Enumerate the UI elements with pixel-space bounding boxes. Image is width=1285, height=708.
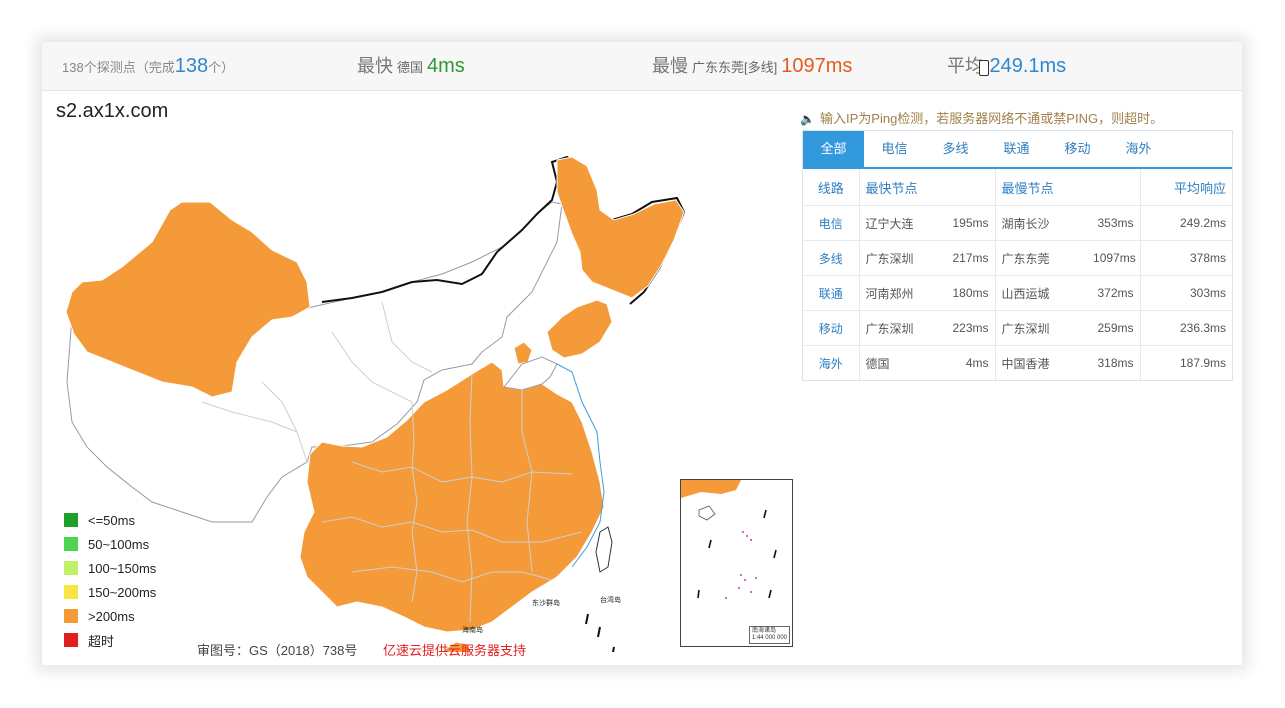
tab-telecom[interactable]: 电信 xyxy=(881,141,908,156)
table-row: 海外 德国 4ms 中国香港 318ms 187.9ms xyxy=(803,345,1233,380)
sponsor-link[interactable]: 亿速云提供云服务器支持 xyxy=(383,643,527,658)
legend-swatch xyxy=(64,537,78,551)
fastest-stat: 最快 德国 4ms xyxy=(357,55,465,77)
row-avg: 249.2ms xyxy=(1140,205,1233,241)
region-liaoning xyxy=(546,299,613,359)
table-header-row: 线路 最快节点 最慢节点 平均响应 xyxy=(803,169,1232,206)
legend-item: >200ms xyxy=(64,604,156,628)
row-fast-ms: 180ms xyxy=(943,275,996,311)
row-line[interactable]: 联通 xyxy=(803,275,860,311)
row-slow-node: 广东深圳 xyxy=(995,310,1088,346)
row-slow-node: 湖南长沙 xyxy=(995,205,1088,241)
row-slow-node: 广东东莞 xyxy=(995,240,1088,276)
south-china-sea-inset: 南海诸岛 1:44 000 000 xyxy=(680,479,793,647)
isp-results-table: 线路 最快节点 最慢节点 平均响应 电信 辽宁大连 195ms 湖南长沙 353… xyxy=(803,169,1233,380)
table-row: 多线 广东深圳 217ms 广东东莞 1097ms 378ms xyxy=(803,240,1233,276)
row-slow-ms: 353ms xyxy=(1087,205,1141,241)
ping-result-card: 138个探测点（完成138个） 最快 德国 4ms 最慢 广东东莞[多线] 1097ms… xyxy=(42,42,1242,665)
table-row: 联通 河南郑州 180ms 山西运城 372ms 303ms xyxy=(803,275,1233,311)
summary-bar: 138个探测点（完成138个） 最快 德国 4ms 最慢 广东东莞[多线] 1097ms… xyxy=(42,42,1242,91)
probe-done-count: 138 xyxy=(174,55,209,77)
tab-overseas[interactable]: 海外 xyxy=(1125,141,1152,156)
average-stat: 平均 249.1ms xyxy=(947,55,1067,77)
speaker-icon: 🔈 xyxy=(800,112,815,126)
isp-results-panel: 全部 电信 多线 联通 移动 海外 线路 最快节点 最慢节点 平均响应 电信 辽… xyxy=(802,130,1233,381)
row-slow-ms: 372ms xyxy=(1087,275,1141,311)
tab-unicom[interactable]: 联通 xyxy=(1003,141,1030,156)
tab-multiline[interactable]: 多线 xyxy=(942,141,969,156)
tab-all[interactable]: 全部 xyxy=(803,131,864,167)
row-avg: 378ms xyxy=(1140,240,1233,276)
header-slowest-node: 最慢节点 xyxy=(995,169,1141,206)
coastline xyxy=(556,363,605,568)
legend-swatch xyxy=(64,513,78,527)
row-line[interactable]: 多线 xyxy=(803,240,860,276)
row-slow-node: 中国香港 xyxy=(995,345,1088,380)
legend-swatch xyxy=(64,633,78,647)
row-slow-node: 山西运城 xyxy=(995,275,1088,311)
label-dongsha: 东沙群岛 xyxy=(532,598,560,607)
legend-item: 超时 xyxy=(64,628,156,652)
row-avg: 187.9ms xyxy=(1140,345,1233,380)
legend-item: 150~200ms xyxy=(64,580,156,604)
row-line[interactable]: 电信 xyxy=(803,205,860,241)
region-northeast xyxy=(556,156,685,299)
label-hainan: 海南岛 xyxy=(462,625,483,634)
row-avg: 303ms xyxy=(1140,275,1233,311)
legend-swatch xyxy=(64,585,78,599)
row-fast-node: 辽宁大连 xyxy=(859,205,943,241)
row-fast-node: 广东深圳 xyxy=(859,310,943,346)
province-borders xyxy=(201,301,583,623)
nine-dash-line xyxy=(585,613,615,652)
legend-swatch xyxy=(64,609,78,623)
row-fast-ms: 217ms xyxy=(943,240,996,276)
legend-item: <=50ms xyxy=(64,508,156,532)
china-ping-map: 台湾岛 海南岛 东沙群岛 xyxy=(65,155,686,652)
header-line: 线路 xyxy=(803,169,860,206)
isp-tabs: 全部 电信 多线 联通 移动 海外 xyxy=(803,131,1232,169)
domain-title: s2.ax1x.com xyxy=(56,100,169,122)
slowest-value: 1097ms xyxy=(781,55,853,77)
region-xinjiang xyxy=(65,201,311,398)
row-fast-ms: 4ms xyxy=(943,345,996,380)
inset-map xyxy=(681,480,777,599)
row-fast-ms: 195ms xyxy=(943,205,996,241)
row-line[interactable]: 移动 xyxy=(803,310,860,346)
table-row: 移动 广东深圳 223ms 广东深圳 259ms 236.3ms xyxy=(803,310,1233,346)
legend-item: 50~100ms xyxy=(64,532,156,556)
row-avg: 236.3ms xyxy=(1140,310,1233,346)
row-fast-node: 河南郑州 xyxy=(859,275,943,311)
region-north-china-white xyxy=(503,356,558,391)
row-fast-node: 广东深圳 xyxy=(859,240,943,276)
map-legend: <=50ms 50~100ms 100~150ms 150~200ms >200… xyxy=(64,508,156,652)
header-fastest-node: 最快节点 xyxy=(859,169,996,206)
tab-mobile[interactable]: 移动 xyxy=(1064,141,1091,156)
text-cursor-icon xyxy=(979,59,989,76)
probe-count: 138个探测点（完成138个） xyxy=(62,55,235,77)
legend-item: 100~150ms xyxy=(64,556,156,580)
inset-title: 南海诸岛 1:44 000 000 xyxy=(748,626,790,644)
table-row: 电信 辽宁大连 195ms 湖南长沙 353ms 249.2ms xyxy=(803,205,1233,241)
ping-notice: 🔈 输入IP为Ping检测，若服务器网络不通或禁PING，则超时。 xyxy=(800,111,1164,126)
fastest-value: 4ms xyxy=(427,55,465,77)
row-slow-ms: 259ms xyxy=(1087,310,1141,346)
row-fast-ms: 223ms xyxy=(943,310,996,346)
average-value: 249.1ms xyxy=(989,55,1067,77)
region-beijing xyxy=(513,341,533,365)
header-average: 平均响应 xyxy=(1174,180,1227,196)
region-hainan xyxy=(443,641,472,652)
slowest-stat: 最慢 广东东莞[多线] 1097ms xyxy=(652,55,853,77)
row-fast-node: 德国 xyxy=(859,345,943,380)
label-taiwan: 台湾岛 xyxy=(600,595,621,604)
legend-swatch xyxy=(64,561,78,575)
map-approval-number: 审图号：GS（2018）738号 xyxy=(197,643,358,658)
row-slow-ms: 318ms xyxy=(1087,345,1141,380)
row-slow-ms: 1097ms xyxy=(1087,240,1141,276)
region-taiwan xyxy=(595,526,613,573)
row-line[interactable]: 海外 xyxy=(803,345,860,380)
